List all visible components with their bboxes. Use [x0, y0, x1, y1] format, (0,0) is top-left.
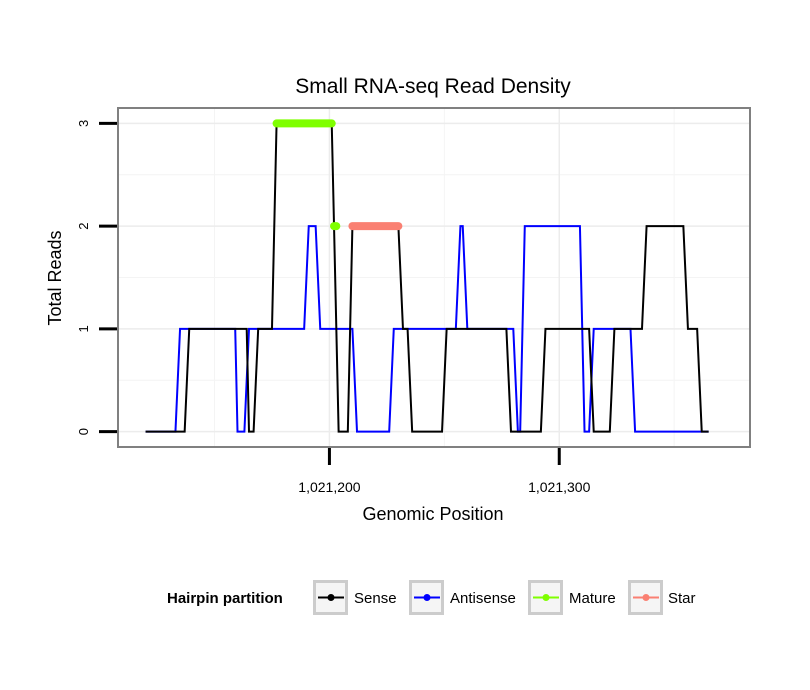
y-tick-label-3: 3 [76, 120, 91, 127]
grid [118, 108, 750, 447]
series-line-antisense [145, 225, 709, 433]
legend-key-dot-star [642, 594, 650, 601]
x-tick-label-1: 1,021,300 [528, 479, 590, 495]
x-axis-label: Genomic Position [362, 504, 503, 524]
legend-entry-star: Star [628, 580, 696, 615]
legend-key-dot-antisense [423, 594, 431, 601]
series-line-sense [145, 122, 709, 433]
plot-panel-border [117, 107, 751, 448]
y-axis-label: Total Reads [45, 230, 65, 325]
chart-title: Small RNA-seq Read Density [295, 75, 571, 98]
legend: Hairpin partition Sense Antisense Mature St… [167, 580, 696, 615]
y-axis: 0 1 2 3 [76, 120, 117, 435]
legend-entry-mature: Mature [528, 580, 616, 615]
legend-entries: Sense Antisense Mature Star [313, 580, 696, 615]
legend-entry-antisense: Antisense [409, 580, 516, 615]
y-tick-label-2: 2 [76, 223, 91, 230]
legend-key-dot-sense [327, 594, 335, 601]
series-layer [145, 119, 709, 433]
legend-label-antisense: Antisense [450, 590, 516, 607]
y-tick-label-0: 0 [76, 428, 91, 435]
legend-label-star: Star [668, 590, 696, 607]
legend-label-sense: Sense [354, 590, 397, 607]
legend-label-mature: Mature [569, 590, 616, 607]
legend-entry-sense: Sense [313, 580, 397, 615]
x-axis: 1,021,200 1,021,300 [298, 448, 591, 495]
legend-title: Hairpin partition [167, 590, 283, 607]
y-tick-label-1: 1 [76, 325, 91, 332]
x-tick-label-0: 1,021,200 [298, 479, 360, 495]
legend-key-dot-mature [542, 594, 550, 601]
